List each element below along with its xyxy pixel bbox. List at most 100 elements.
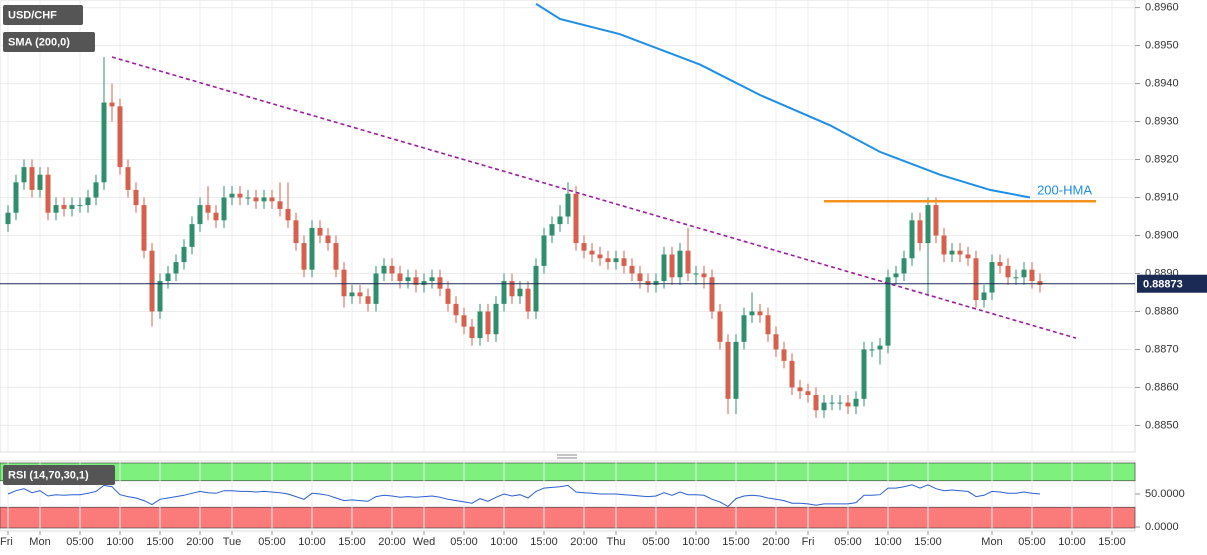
x-tick-label: 10:00 bbox=[1058, 536, 1086, 548]
candle-body bbox=[397, 273, 403, 282]
candle-body bbox=[77, 205, 83, 207]
candle-body bbox=[709, 277, 715, 312]
candle-body bbox=[365, 296, 371, 304]
last-price-label: 0.88873 bbox=[1143, 279, 1183, 291]
x-tick-label: Mon bbox=[29, 536, 50, 548]
candle-body bbox=[293, 220, 299, 244]
candle-body bbox=[389, 265, 395, 274]
candle-body bbox=[125, 167, 131, 190]
candle-body bbox=[685, 250, 691, 274]
candle-body bbox=[733, 341, 739, 399]
candle-body bbox=[725, 341, 731, 399]
candle-body bbox=[61, 205, 67, 209]
candle-body bbox=[933, 205, 939, 236]
x-tick-label: 20:00 bbox=[186, 536, 214, 548]
candle-body bbox=[29, 167, 35, 190]
candle-body bbox=[661, 254, 667, 282]
candle-body bbox=[677, 250, 683, 278]
candle-body bbox=[469, 326, 475, 339]
y-tick-label: 0.8910 bbox=[1145, 191, 1179, 203]
candle-body bbox=[869, 349, 875, 351]
trend-line bbox=[111, 56, 1077, 339]
candle-body bbox=[445, 288, 451, 304]
candle-body bbox=[421, 281, 427, 285]
y-tick-label: 0.8850 bbox=[1145, 419, 1179, 431]
candle-body bbox=[1013, 277, 1019, 279]
candle-body bbox=[589, 250, 595, 255]
candle-body bbox=[837, 402, 843, 404]
candle-body bbox=[541, 235, 547, 266]
candle-body bbox=[989, 262, 995, 293]
chart-title-box bbox=[3, 5, 83, 25]
candle-body bbox=[565, 193, 571, 217]
candle-body bbox=[45, 174, 51, 213]
candle-body bbox=[973, 258, 979, 301]
x-tick-label: Mon bbox=[981, 536, 1002, 548]
x-tick-label: 10:00 bbox=[490, 536, 518, 548]
last-price-box bbox=[1137, 274, 1207, 293]
candle-body bbox=[157, 281, 163, 312]
candle-body bbox=[525, 288, 531, 312]
candle-body bbox=[429, 277, 435, 282]
candle-body bbox=[781, 349, 787, 361]
candle-body bbox=[333, 243, 339, 270]
x-tick-label: 05:00 bbox=[450, 536, 478, 548]
candle-body bbox=[165, 273, 171, 282]
y-tick-label: 0.8880 bbox=[1145, 305, 1179, 317]
candle-body bbox=[197, 205, 203, 225]
candle-body bbox=[877, 345, 883, 350]
candle-body bbox=[413, 277, 419, 285]
candle-body bbox=[181, 246, 187, 263]
candle-body bbox=[749, 311, 755, 316]
x-tick-label: 15:00 bbox=[146, 536, 174, 548]
candle-body bbox=[637, 273, 643, 282]
candle-body bbox=[805, 391, 811, 396]
candle-body bbox=[349, 292, 355, 297]
y-tick-label: 0.8950 bbox=[1145, 39, 1179, 51]
candle-body bbox=[221, 197, 227, 221]
x-tick-label: 15:00 bbox=[338, 536, 366, 548]
candle-body bbox=[1029, 269, 1035, 282]
candle-body bbox=[981, 292, 987, 301]
candle-body bbox=[501, 281, 507, 304]
candle-body bbox=[461, 315, 467, 327]
candle-body bbox=[85, 197, 91, 206]
candle-body bbox=[701, 273, 707, 278]
candle-body bbox=[949, 250, 955, 255]
y-tick-label: 0.8920 bbox=[1145, 153, 1179, 165]
candle-body bbox=[253, 197, 259, 202]
candle-body bbox=[189, 224, 195, 247]
candle-body bbox=[101, 102, 107, 183]
candle-body bbox=[861, 349, 867, 399]
candle-body bbox=[109, 102, 115, 107]
x-tick-label: 15:00 bbox=[722, 536, 750, 548]
candle-body bbox=[581, 243, 587, 251]
x-tick-label: 05:00 bbox=[258, 536, 286, 548]
candle-body bbox=[773, 334, 779, 350]
candle-body bbox=[493, 303, 499, 335]
candle-body bbox=[765, 315, 771, 335]
y-tick-label: 0.8940 bbox=[1145, 77, 1179, 89]
candle-body bbox=[37, 174, 43, 190]
x-tick-label: 15:00 bbox=[914, 536, 942, 548]
y-tick-label: 0.8870 bbox=[1145, 343, 1179, 355]
candle-body bbox=[325, 235, 331, 244]
candle-body bbox=[885, 277, 891, 346]
sma-line bbox=[535, 2, 1031, 199]
rsi-title: RSI (14,70,30,1) bbox=[8, 469, 89, 481]
y-tick-label: 0.8930 bbox=[1145, 115, 1179, 127]
x-tick-label: 05:00 bbox=[66, 536, 94, 548]
x-tick-label: Thu bbox=[607, 536, 626, 548]
candle-body bbox=[317, 227, 323, 236]
overbought-band bbox=[0, 462, 1136, 482]
candle-body bbox=[797, 387, 803, 392]
candle-body bbox=[829, 402, 835, 404]
candle-body bbox=[261, 197, 267, 202]
candle-body bbox=[149, 250, 155, 312]
candle-body bbox=[957, 250, 963, 255]
candle-body bbox=[277, 201, 283, 209]
x-tick-label: Fri bbox=[802, 536, 815, 548]
x-tick-label: 05:00 bbox=[1018, 536, 1046, 548]
